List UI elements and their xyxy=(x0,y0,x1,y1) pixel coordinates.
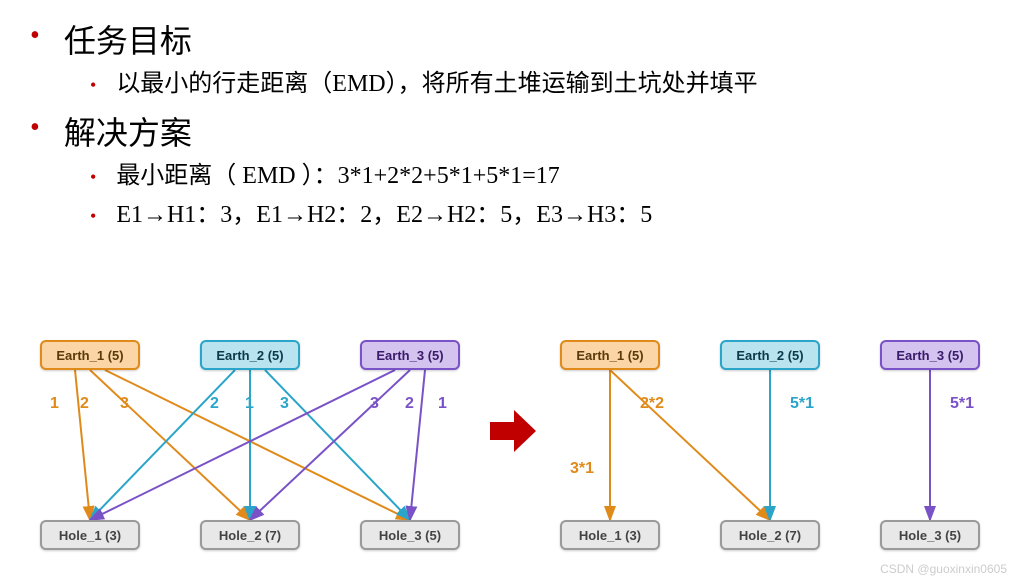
left-node-e1: Earth_1 (5) xyxy=(40,340,140,370)
right-node-h3: Hole_3 (5) xyxy=(880,520,980,550)
edge-label-E3-H3: 5*1 xyxy=(950,395,974,413)
edge-label-E3-H3: 1 xyxy=(438,395,447,413)
right-node-h2: Hole_2 (7) xyxy=(720,520,820,550)
sub-text: 最小距离（ EMD ）：3*1+2*2+5*1+5*1=17 xyxy=(116,160,559,194)
edge-E1-H3 xyxy=(105,370,410,520)
edge-label-E1-H1: 1 xyxy=(50,395,59,413)
edge-E3-H2 xyxy=(250,370,410,520)
edge-E2-H1 xyxy=(90,370,235,520)
edge-label-E2-H1: 2 xyxy=(210,395,219,413)
left-node-h1: Hole_1 (3) xyxy=(40,520,140,550)
watermark-text: CSDN @guoxinxin0605 xyxy=(880,562,1007,576)
edge-E2-H3 xyxy=(265,370,410,520)
right-node-e3: Earth_3 (5) xyxy=(880,340,980,370)
heading-text: 任务目标 xyxy=(64,16,192,62)
edge-label-E3-H2: 2 xyxy=(405,395,414,413)
right-node-h1: Hole_1 (3) xyxy=(560,520,660,550)
separator-arrow-icon xyxy=(488,408,538,466)
bullet-sub-3: • E1→H1：3，E1→H2：2，E2→H2：5，E3→H3：5 xyxy=(90,199,989,233)
edge-E1-H2 xyxy=(90,370,250,520)
diagram-area: Earth_1 (5) Earth_2 (5) Earth_3 (5) Hole_1 … xyxy=(0,320,1019,580)
left-node-h3: Hole_3 (5) xyxy=(360,520,460,550)
edge-E1-H2 xyxy=(610,370,770,520)
left-node-e2: Earth_2 (5) xyxy=(200,340,300,370)
edge-label-E2-H2: 5*1 xyxy=(790,395,814,413)
left-node-h2: Hole_2 (7) xyxy=(200,520,300,550)
heading-text: 解决方案 xyxy=(64,108,192,154)
edge-E1-H1 xyxy=(75,370,90,520)
bullet-dot: • xyxy=(30,114,40,142)
edge-E3-H3 xyxy=(410,370,425,520)
bullet-dot: • xyxy=(90,76,96,94)
sub-text: E1→H1：3，E1→H2：2，E2→H2：5，E3→H3：5 xyxy=(116,199,652,233)
edge-label-E1-H2: 2 xyxy=(80,395,89,413)
bullet-dot: • xyxy=(90,168,96,186)
edge-label-E2-H3: 3 xyxy=(280,395,289,413)
slide-content: • 任务目标 • 以最小的行走距离（EMD），将所有土堆运输到土坑处并填平 • … xyxy=(0,0,1019,233)
edge-E3-H1 xyxy=(90,370,395,520)
bullet-heading-2: • 解决方案 xyxy=(30,108,989,154)
edge-label-E3-H1: 3 xyxy=(370,395,379,413)
edge-label-E1-H1: 3*1 xyxy=(570,460,594,478)
bullet-heading-1: • 任务目标 xyxy=(30,16,989,62)
left-node-e3: Earth_3 (5) xyxy=(360,340,460,370)
bullet-sub-1: • 以最小的行走距离（EMD），将所有土堆运输到土坑处并填平 xyxy=(90,68,989,102)
sub-text: 以最小的行走距离（EMD），将所有土堆运输到土坑处并填平 xyxy=(116,68,757,102)
right-node-e2: Earth_2 (5) xyxy=(720,340,820,370)
bullet-sub-2: • 最小距离（ EMD ）：3*1+2*2+5*1+5*1=17 xyxy=(90,160,989,194)
right-node-e1: Earth_1 (5) xyxy=(560,340,660,370)
edge-label-E2-H2: 1 xyxy=(245,395,254,413)
bullet-dot: • xyxy=(90,207,96,225)
bullet-dot: • xyxy=(30,22,40,50)
edge-label-E1-H2: 2*2 xyxy=(640,395,664,413)
edge-label-E1-H3: 3 xyxy=(120,395,129,413)
